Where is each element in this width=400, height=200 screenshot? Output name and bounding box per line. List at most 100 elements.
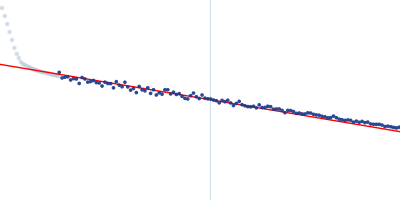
Point [62, 76, 68, 79]
Point [219, 99, 225, 102]
Point [222, 100, 228, 103]
Point [20, 62, 26, 66]
Point [116, 84, 122, 87]
Point [396, 126, 400, 129]
Point [216, 101, 222, 104]
Point [324, 116, 331, 119]
Point [376, 123, 382, 126]
Point [250, 105, 257, 108]
Point [59, 76, 65, 80]
Point [96, 81, 102, 85]
Point [230, 104, 237, 107]
Point [82, 77, 88, 81]
Point [299, 112, 305, 115]
Point [64, 75, 71, 78]
Point [173, 93, 180, 96]
Point [47, 72, 54, 76]
Point [79, 76, 85, 79]
Point [36, 70, 42, 73]
Point [179, 95, 185, 98]
Point [190, 91, 197, 95]
Point [393, 127, 399, 130]
Point [313, 113, 320, 117]
Point [270, 108, 277, 111]
Point [133, 91, 140, 94]
Point [170, 91, 177, 94]
Point [350, 121, 357, 124]
Point [353, 120, 360, 123]
Point [384, 125, 391, 128]
Point [14, 52, 20, 56]
Point [210, 98, 217, 102]
Point [42, 71, 49, 74]
Point [276, 107, 282, 111]
Point [164, 88, 171, 91]
Point [99, 84, 105, 88]
Point [38, 70, 44, 73]
Point [302, 112, 308, 116]
Point [319, 115, 325, 118]
Point [122, 81, 128, 84]
Point [70, 77, 77, 80]
Point [54, 74, 60, 77]
Point [130, 87, 137, 90]
Point [188, 94, 194, 97]
Point [213, 99, 220, 102]
Point [330, 115, 337, 118]
Point [148, 92, 154, 95]
Point [196, 97, 202, 100]
Point [339, 118, 345, 121]
Point [344, 118, 351, 122]
Point [9, 38, 15, 42]
Point [39, 70, 46, 74]
Point [268, 105, 274, 108]
Point [282, 111, 288, 114]
Point [4, 22, 10, 26]
Point [316, 114, 322, 117]
Point [256, 103, 262, 106]
Point [124, 85, 131, 88]
Point [153, 93, 160, 97]
Point [176, 92, 182, 95]
Point [228, 101, 234, 105]
Point [159, 93, 165, 96]
Point [233, 102, 240, 105]
Point [296, 111, 302, 115]
Point [389, 126, 395, 129]
Point [293, 112, 300, 115]
Point [52, 74, 58, 77]
Point [119, 85, 125, 88]
Point [35, 69, 41, 72]
Point [284, 109, 291, 112]
Point [150, 88, 157, 91]
Point [182, 97, 188, 100]
Point [6, 30, 13, 34]
Point [50, 73, 57, 76]
Point [0, 6, 5, 10]
Point [390, 126, 397, 129]
Point [279, 109, 285, 112]
Point [288, 109, 294, 112]
Point [162, 88, 168, 91]
Point [18, 60, 24, 64]
Point [30, 68, 37, 71]
Point [244, 105, 251, 108]
Point [348, 119, 354, 122]
Point [11, 46, 18, 50]
Point [142, 89, 148, 92]
Point [22, 63, 28, 67]
Point [290, 110, 297, 113]
Point [204, 97, 211, 100]
Point [184, 97, 191, 101]
Point [382, 125, 388, 128]
Point [128, 89, 134, 92]
Point [44, 72, 50, 75]
Point [304, 111, 311, 114]
Point [388, 125, 394, 128]
Point [391, 126, 397, 130]
Point [310, 113, 317, 116]
Point [308, 111, 314, 115]
Point [26, 65, 32, 69]
Point [370, 123, 377, 126]
Point [373, 123, 380, 126]
